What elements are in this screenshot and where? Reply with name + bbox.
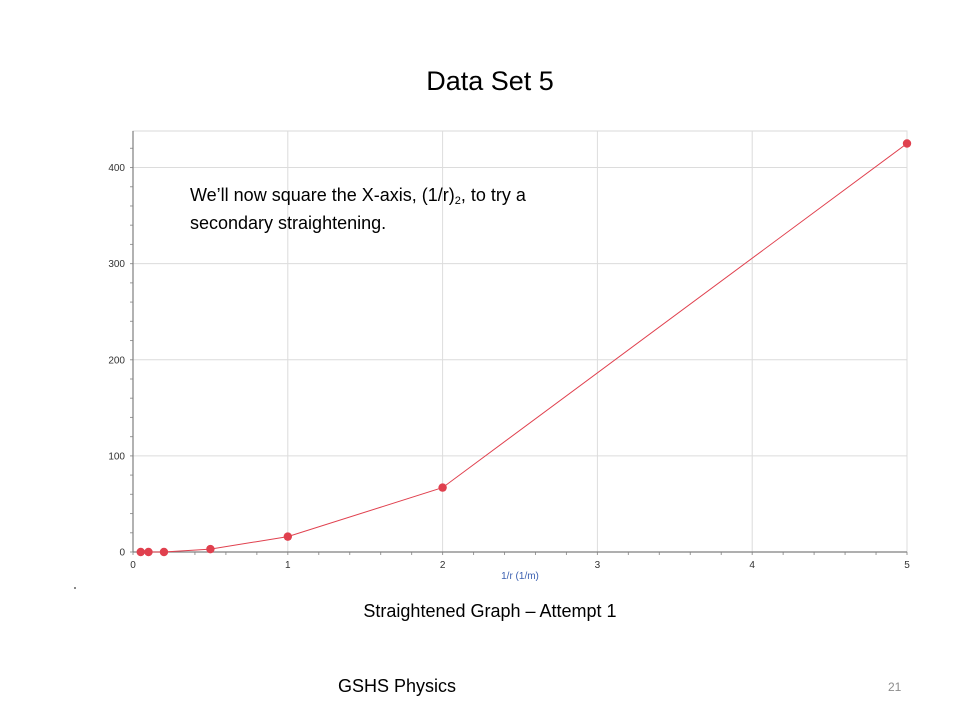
data-point: [283, 532, 292, 541]
chart-caption: Straightened Graph – Attempt 1: [363, 601, 617, 621]
annotation: We’ll now square the X-axis, (1/r)2, to …: [190, 181, 630, 237]
x-tick-label: 4: [749, 560, 755, 571]
x-tick-label: 1: [285, 560, 291, 571]
slide-number: 21: [888, 680, 902, 694]
data-point: [144, 547, 153, 557]
slide-title: Data Set 5: [426, 66, 554, 96]
y-tick-label: 100: [108, 451, 125, 462]
data-point: [902, 139, 912, 148]
x-tick-label: 3: [595, 560, 601, 571]
x-axis-label: 1/r (1/m): [501, 571, 539, 582]
annotation-text-b: , to try a: [460, 185, 526, 205]
x-tick-label: 0: [130, 560, 136, 571]
plot-frame: [132, 130, 908, 553]
x-tick-label: 2: [440, 560, 446, 571]
data-point: [206, 544, 215, 554]
data-point: [159, 547, 169, 557]
stray-dot: [74, 587, 76, 589]
annotation-line-1: We’ll now square the X-axis, (1/r)2, to …: [190, 181, 630, 209]
x-tick-label: 5: [904, 560, 910, 571]
y-tick-label: 300: [108, 259, 125, 270]
y-tick-label: 0: [119, 548, 125, 559]
annotation-text-a: We’ll now square the X-axis, (1/r): [190, 185, 455, 205]
annotation-line-2: secondary straightening.: [190, 213, 387, 233]
data-point: [136, 547, 145, 557]
footer-text: GSHS Physics: [338, 676, 457, 696]
annotation-exponent: 2: [454, 195, 461, 207]
y-tick-label: 400: [108, 163, 125, 174]
y-tick-label: 200: [108, 355, 125, 366]
data-point: [438, 483, 447, 492]
